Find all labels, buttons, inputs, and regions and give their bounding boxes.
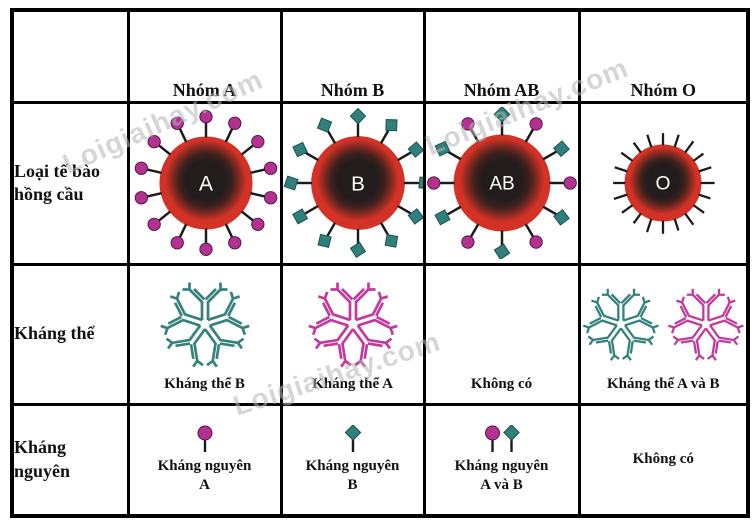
row-label-antigen: Kháng nguyên [10, 402, 130, 518]
column-header-group-ab: Nhóm AB [422, 8, 581, 104]
antigen-caption-b-line1: Kháng nguyên [305, 458, 400, 474]
antigen-caption-a-line2: A [199, 476, 210, 493]
header-row: Nhóm A Nhóm B Nhóm AB Nhóm O [10, 8, 750, 104]
antigen-a-and-b-icon [484, 425, 520, 452]
antibody-caption-b: Kháng thể A [312, 375, 393, 392]
red-blood-cell-a-icon: A [134, 110, 277, 256]
antibody-a-and-b-cluster-icon [582, 272, 745, 376]
red-blood-cell-b-icon: B [284, 108, 421, 258]
column-header-group-a: Nhóm A [126, 8, 283, 104]
svg-text:A: A [199, 172, 213, 195]
antigen-caption-a-line1: Kháng nguyên [157, 458, 252, 474]
column-header-group-b: Nhóm B [279, 8, 426, 104]
column-header-group-o: Nhóm O [577, 8, 750, 104]
row-antigen: Kháng nguyên Kháng nguyên A Kháng nguyên… [10, 402, 750, 518]
antibody-none-zone [427, 272, 576, 376]
antibody-caption-a: Kháng thể B [164, 375, 245, 392]
antigen-caption-b-line2: B [347, 476, 358, 493]
red-blood-cell-ab-icon: AB [427, 107, 576, 259]
antigen-a-icon [197, 425, 212, 452]
row-label-red-blood-cell: Loại tế bào hồng cầu [10, 100, 130, 266]
antigen-caption-o-line1: Không có [632, 451, 694, 468]
red-blood-cell-o-icon: O [613, 133, 715, 234]
blood-group-table: Nhóm A Nhóm B Nhóm AB Nhóm O Loại tế bào… [10, 8, 750, 518]
antibody-a-cluster-icon [284, 272, 421, 376]
row-label-antibody: Kháng thể [10, 262, 130, 406]
row-antibody: Kháng thể Kháng thể B Kháng thể A Không … [10, 262, 750, 406]
antibody-caption-o: Kháng thể A và B [606, 375, 720, 392]
row-red-blood-cell: Loại tế bào hồng cầu A B AB O [10, 100, 750, 266]
antigen-caption-ab-line2: A và B [480, 476, 523, 493]
antigen-b-icon [344, 425, 361, 452]
antibody-b-cluster-icon [131, 272, 278, 376]
corner-cell [10, 8, 130, 104]
antigen-caption-ab-line1: Kháng nguyên [454, 458, 549, 474]
antibody-caption-ab: Không có [470, 375, 533, 392]
svg-text:B: B [351, 172, 365, 195]
svg-text:AB: AB [489, 173, 514, 194]
svg-text:O: O [656, 173, 671, 194]
